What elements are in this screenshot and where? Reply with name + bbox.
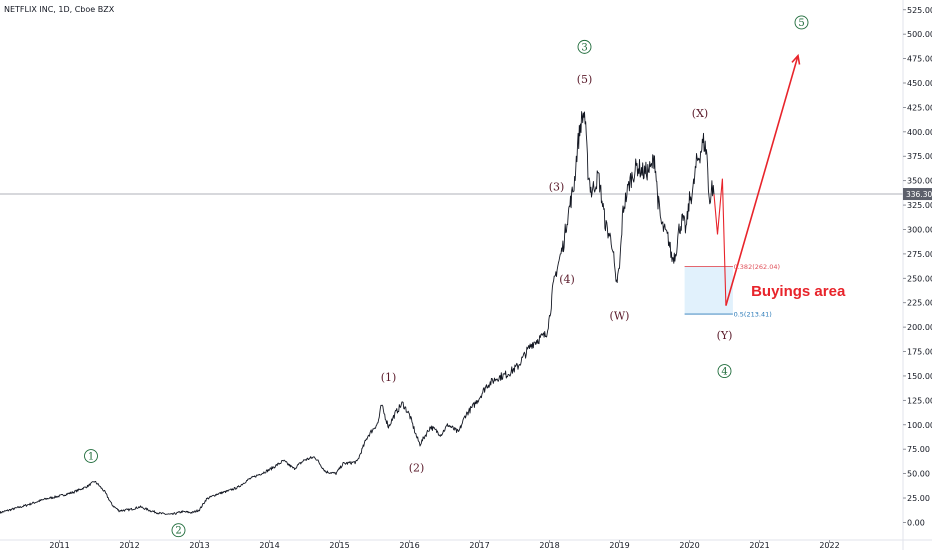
y-tick-label: 350.00: [907, 177, 932, 186]
y-tick-label: 200.00: [907, 323, 932, 332]
wave-label: (1): [381, 371, 397, 384]
buy-zone-label: Buyings area: [751, 283, 846, 300]
y-tick-label: 75.00: [907, 445, 930, 454]
y-tick-label: 25.00: [907, 494, 930, 503]
projection-path: [713, 178, 727, 306]
price-series-group: [0, 111, 715, 515]
projection-arrow-shaft: [725, 55, 799, 306]
x-tick-label: 2022: [819, 541, 839, 550]
wave-label: (3): [549, 180, 565, 193]
y-tick-label: 525.00: [907, 6, 932, 15]
wave-label: (Y): [717, 329, 733, 342]
circle-label-ring: [794, 15, 809, 30]
circle-label: 4: [721, 367, 727, 378]
circle-label-ring: [84, 449, 98, 463]
y-tick-label: 0.00: [907, 518, 925, 527]
wave-label: (5): [577, 73, 593, 86]
y-tick-label: 225.00: [907, 299, 932, 308]
x-tick-label: 2015: [329, 541, 349, 550]
wave-label: (W): [610, 309, 630, 322]
y-tick-label: 475.00: [907, 55, 932, 64]
y-tick-label: 500.00: [907, 30, 932, 39]
circle-label-ring: [577, 39, 592, 54]
wave-label: (4): [559, 273, 575, 286]
fib-05-label: 0.5(213.41): [734, 311, 772, 319]
current-price-label: 336.30: [906, 190, 932, 199]
x-tick-label: 2014: [259, 541, 279, 550]
price-line: [0, 111, 715, 515]
x-tick-label: 2016: [399, 541, 419, 550]
chart-title: NETFLIX INC, 1D, Cboe BZX: [4, 5, 115, 14]
wave-label: (X): [692, 107, 708, 120]
y-tick-label: 375.00: [907, 152, 932, 161]
y-tick-label: 425.00: [907, 103, 932, 112]
y-tick-label: 100.00: [907, 421, 932, 430]
circle-label: 1: [88, 452, 94, 463]
x-tick-label: 2011: [49, 541, 69, 550]
circle-label: 5: [798, 18, 804, 29]
y-tick-label: 325.00: [907, 201, 932, 210]
circle-label: 2: [175, 526, 181, 537]
wave-label: (2): [409, 462, 425, 475]
y-tick-label: 125.00: [907, 396, 932, 405]
x-tick-label: 2018: [539, 541, 559, 550]
x-tick-label: 2019: [609, 541, 629, 550]
x-tick-label: 2021: [749, 541, 769, 550]
x-tick-label: 2012: [119, 541, 139, 550]
circle-label: 3: [581, 42, 587, 53]
current-price-tag: [903, 188, 932, 201]
projection-arrow-head: [791, 53, 801, 65]
y-tick-label: 150.00: [907, 372, 932, 381]
y-tick-label: 250.00: [907, 274, 932, 283]
circle-label-ring: [171, 523, 186, 538]
fib-382-label: 0.382(262.04): [734, 263, 780, 271]
y-tick-label: 450.00: [907, 79, 932, 88]
x-tick-label: 2017: [469, 541, 489, 550]
x-tick-label: 2013: [189, 541, 209, 550]
drawing-overlay[interactable]: Buyings area (1) (2) (3) (4) (5) (W) (X) (Y) 1 2 3 4…: [84, 15, 846, 538]
y-tick-label: 175.00: [907, 348, 932, 357]
y-tick-label: 50.00: [907, 470, 930, 479]
y-tick-label: 300.00: [907, 225, 932, 234]
y-tick-label: 275.00: [907, 250, 932, 259]
y-tick-label: 400.00: [907, 128, 932, 137]
x-tick-label: 2020: [679, 541, 699, 550]
circle-label-ring: [717, 364, 732, 379]
